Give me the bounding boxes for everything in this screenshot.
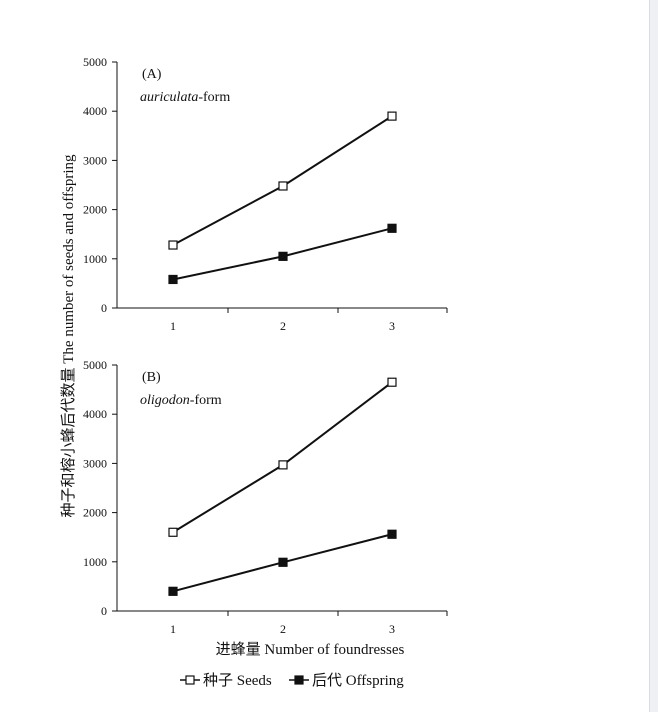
open-square-marker [168,527,178,537]
panel-label: (A) [142,67,162,82]
filled-square-marker [387,223,397,233]
y-tick-label: 5000 [83,358,107,372]
filled-square-marker [387,529,397,539]
filled-square-marker [168,586,178,596]
open-square-marker [168,240,178,250]
legend-open-square-icon [185,675,195,685]
form-name: auriculata [140,90,198,105]
filled-square-marker [278,557,288,567]
y-tick-label: 3000 [83,153,107,167]
x-tick-label: 3 [389,319,395,333]
x-tick-label: 3 [389,622,395,636]
form-suffix: -form [190,393,222,408]
open-square-marker [278,460,288,470]
legend: 种子 Seeds 后代 Offspring [180,672,404,689]
x-tick-label: 1 [170,319,176,333]
legend-filled-square-icon [294,675,304,685]
chart-panel-1: 0 1000 2000 3000 4000 5000 1 2 3 (A) auriculata-fo… [83,55,448,333]
y-tick-label: 0 [101,604,107,618]
y-tick-label: 1000 [83,555,107,569]
panel-form-label: auriculata-form [140,90,230,105]
y-tick-label: 2000 [83,203,107,217]
y-tick-label: 1000 [83,252,107,266]
panel-label: (B) [142,370,161,385]
open-square-marker [387,377,397,387]
open-square-marker [278,181,288,191]
x-tick-label: 2 [280,319,286,333]
legend-label: 后代 Offspring [312,672,404,689]
y-tick-label: 0 [101,301,107,315]
y-tick-label: 2000 [83,506,107,520]
legend-label: 种子 Seeds [203,672,272,689]
filled-square-marker [168,274,178,285]
x-axis-label: 进蜂量 Number of foundresses [216,641,405,658]
y-tick-label: 3000 [83,456,107,470]
panel-form-label: oligodon-form [140,393,222,408]
form-suffix: -form [198,90,230,105]
filled-square-marker [278,251,288,261]
page-edge-line [649,0,650,712]
y-tick-label: 4000 [83,104,107,118]
form-name: oligodon [140,393,190,408]
y-axis-label: 种子和榕小蜂后代数量 The number of seeds and offsp… [60,154,77,518]
x-tick-label: 2 [280,622,286,636]
y-tick-label: 4000 [83,407,107,421]
y-tick-label: 5000 [83,55,107,69]
open-square-marker [387,111,397,121]
chart-panel-2: 0 1000 2000 3000 4000 5000 1 2 3 (B) oligodon-form [83,358,448,636]
x-tick-label: 1 [170,622,176,636]
series-line-1 [172,115,393,246]
page-edge [650,0,658,712]
